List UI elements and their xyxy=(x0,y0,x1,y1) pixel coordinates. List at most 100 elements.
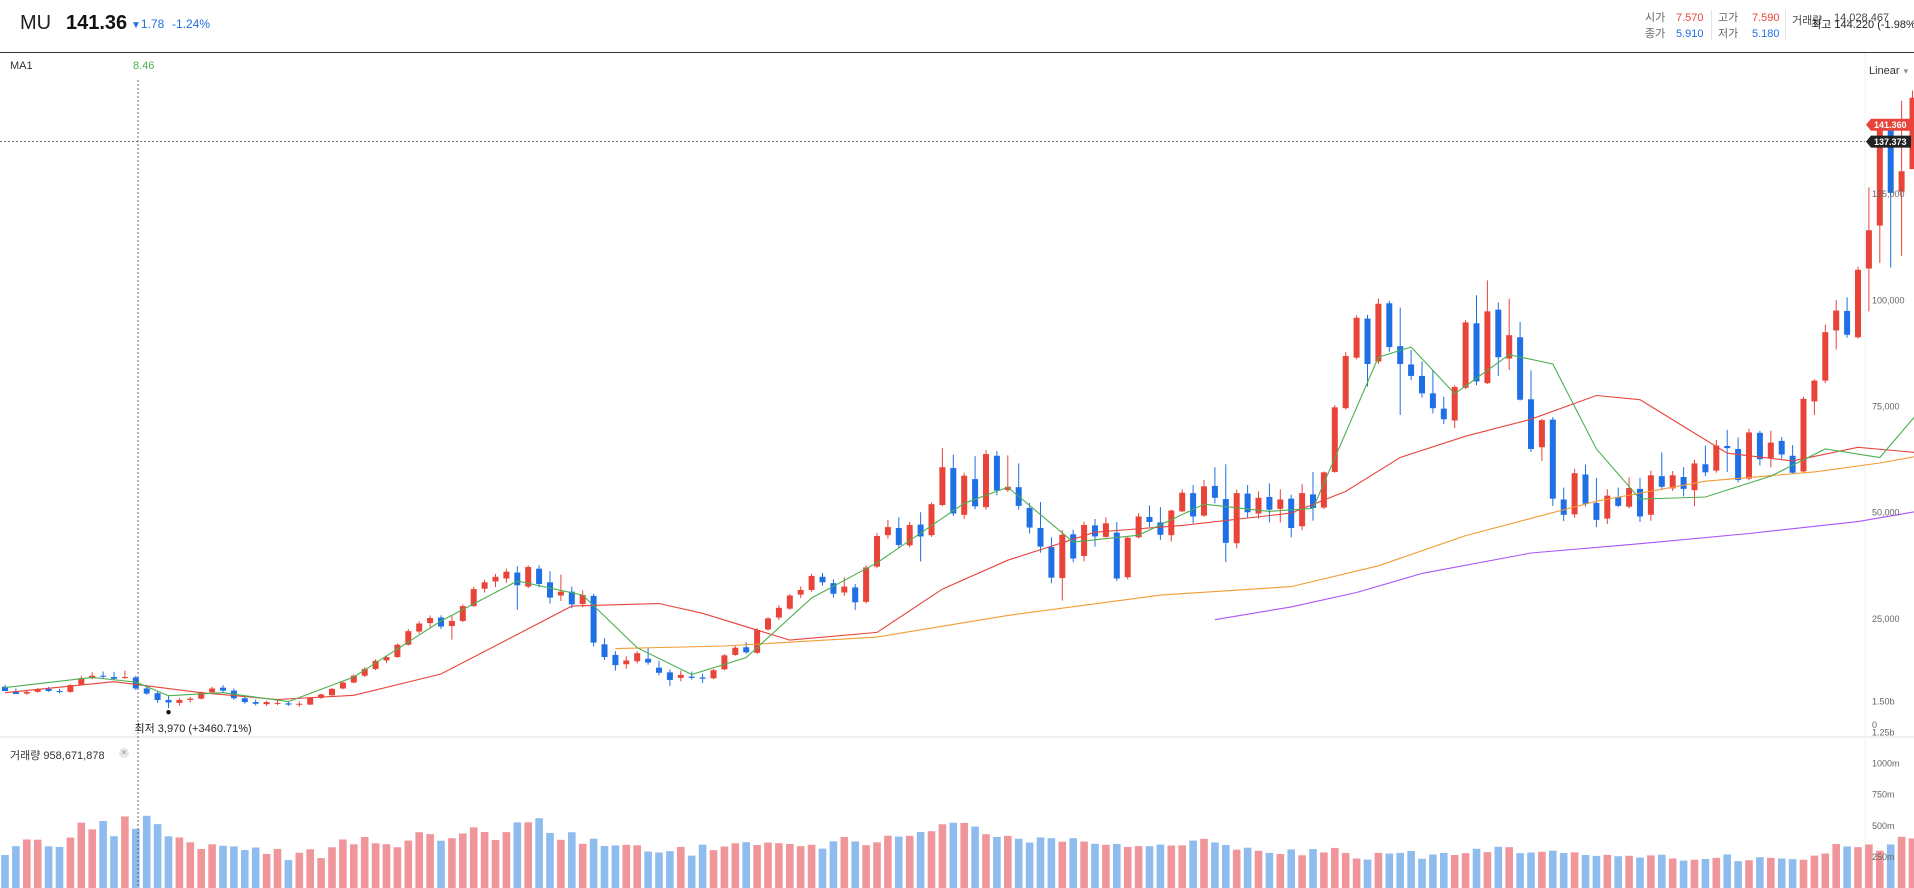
candle-body xyxy=(263,702,270,705)
volume-bar xyxy=(306,849,314,888)
candle-body xyxy=(1386,303,1393,348)
ohlc-open-close-labels: 시가 종가 xyxy=(1645,10,1665,42)
volume-bar xyxy=(1331,847,1339,888)
volume-bar xyxy=(339,839,347,888)
candle-body xyxy=(677,674,684,678)
candle-body xyxy=(819,576,826,583)
volume-bar xyxy=(873,842,881,888)
volume-bar xyxy=(513,822,522,888)
candle-body xyxy=(1637,488,1643,517)
candle-body xyxy=(1059,534,1066,579)
chart-gridlines xyxy=(0,53,1914,888)
candle-body xyxy=(623,660,630,665)
candle-body xyxy=(394,644,401,658)
volume-bar xyxy=(371,843,380,888)
scale-toggle[interactable]: Linear ▾ xyxy=(1869,65,1908,77)
volume-bar xyxy=(1505,847,1513,888)
volume-tick-label: 750m xyxy=(1872,790,1895,800)
candle-body xyxy=(176,699,183,703)
volume-bar xyxy=(589,838,598,888)
volume-bar xyxy=(1134,846,1143,888)
candle-body xyxy=(950,468,957,514)
candle-body xyxy=(601,644,608,658)
open-label: 시가 xyxy=(1645,12,1666,24)
candle-body xyxy=(1484,311,1491,384)
close-icon[interactable]: × xyxy=(119,748,129,758)
volume-bar xyxy=(1178,845,1186,888)
close-value: 5.910 xyxy=(1676,28,1704,40)
candle-body xyxy=(1604,495,1611,519)
volume-bar xyxy=(251,847,260,888)
low-label: 저가 xyxy=(1718,28,1739,40)
candle-body xyxy=(765,618,771,630)
candle-body xyxy=(1102,523,1109,537)
volume-tick-label: 1.50b xyxy=(1872,696,1895,706)
volume-bar xyxy=(644,851,652,888)
volume-bar xyxy=(851,841,859,888)
volume-bar xyxy=(1647,855,1655,888)
candle-body xyxy=(612,654,619,666)
candle-body xyxy=(1320,472,1327,508)
candle-body xyxy=(754,629,761,653)
candle-body xyxy=(1702,464,1709,473)
volume-bar xyxy=(230,846,238,888)
volume-bar xyxy=(1734,861,1742,888)
candle-body xyxy=(416,623,423,632)
volume-bar xyxy=(1636,857,1644,888)
candle-body xyxy=(1277,499,1284,509)
volume-bar xyxy=(960,822,968,888)
candle-body xyxy=(1713,445,1720,471)
volume-bar xyxy=(1810,855,1819,888)
candle-body xyxy=(1342,355,1349,409)
candle-body xyxy=(1375,303,1382,362)
candle-body xyxy=(1789,455,1796,473)
candle-body xyxy=(318,694,325,698)
candle-body xyxy=(732,647,739,655)
volume-bar xyxy=(502,832,511,888)
candle-body xyxy=(1669,475,1676,489)
volume-bar xyxy=(829,841,838,888)
volume-bar xyxy=(1091,843,1099,888)
candle-body xyxy=(1255,497,1262,514)
volume-bar xyxy=(807,844,816,888)
candle-body xyxy=(220,687,226,691)
volume-bar xyxy=(709,850,718,888)
candle-body xyxy=(1092,525,1098,537)
volume-bar xyxy=(1527,852,1535,888)
volume-bar xyxy=(1200,838,1208,888)
volume-bar xyxy=(1658,854,1666,888)
candle-body xyxy=(78,678,85,685)
candle-body xyxy=(438,617,444,627)
volume-bar xyxy=(818,848,827,888)
volume-bar xyxy=(469,827,478,888)
candle-body xyxy=(1462,322,1469,388)
volume-bar xyxy=(568,832,576,888)
candle-body xyxy=(111,677,117,679)
volume-bar xyxy=(535,818,543,888)
volume-tick-label: 500m xyxy=(1872,821,1895,831)
volume-bar xyxy=(404,840,413,888)
candle-body xyxy=(797,589,804,595)
candle-body xyxy=(1898,171,1905,192)
candle-body xyxy=(1615,496,1622,506)
candle-body xyxy=(339,682,346,689)
volume-bar xyxy=(1897,836,1906,888)
volume-bar xyxy=(1494,846,1503,888)
header-divider xyxy=(1711,10,1712,40)
volume-bar xyxy=(1113,843,1121,888)
volume-bar xyxy=(611,845,620,888)
candle-body xyxy=(1549,419,1556,499)
ma5-line xyxy=(4,346,1914,703)
volume-bar xyxy=(1440,852,1448,888)
indicator-label[interactable]: MA1 xyxy=(10,60,33,72)
candle-body xyxy=(405,631,412,645)
candle-body xyxy=(852,587,859,603)
volume-bar xyxy=(786,843,794,888)
candle-body xyxy=(1310,494,1316,508)
volume-tick-label: 1000m xyxy=(1872,759,1900,769)
volume-bar xyxy=(1701,858,1710,888)
volume-legend: 거래량 958,671,878 xyxy=(10,750,105,762)
high-value: 7.590 xyxy=(1752,12,1780,24)
price-change-percent: -1.24% xyxy=(172,17,211,31)
